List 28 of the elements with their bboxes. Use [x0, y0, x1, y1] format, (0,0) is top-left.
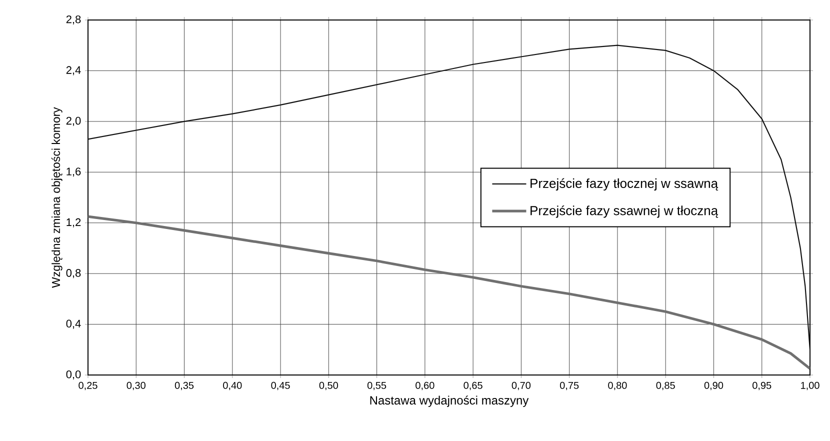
- x-tick-label: 0,95: [752, 382, 772, 390]
- legend-label: Przejście fazy tłocznej w ssawną: [530, 178, 718, 191]
- x-tick-label: 0,40: [223, 382, 242, 390]
- y-tick-label: 2,8: [66, 15, 81, 25]
- legend-label: Przejście fazy ssawnej w tłoczną: [530, 205, 718, 218]
- x-tick-label: 0,55: [367, 382, 386, 390]
- y-axis-title: Względna zmiana objętości komory: [51, 107, 62, 288]
- y-tick-label: 2,0: [66, 116, 81, 126]
- x-tick-label: 0,45: [271, 382, 290, 390]
- y-tick-label: 2,4: [66, 66, 81, 76]
- x-tick-label: 0,25: [78, 382, 98, 390]
- y-tick-label: 0,0: [66, 370, 81, 380]
- y-tick-label: 1,2: [66, 218, 81, 228]
- x-axis-title: Nastawa wydajności maszyny: [370, 396, 529, 407]
- x-tick-label: 0,50: [319, 382, 338, 390]
- x-tick-label: 0,60: [416, 382, 434, 390]
- y-tick-label: 0,8: [66, 269, 81, 278]
- x-tick-label: 0,35: [174, 382, 194, 390]
- x-tick-label: 0,75: [560, 382, 579, 390]
- x-tick-label: 1,00: [801, 382, 820, 390]
- x-tick-label: 0,65: [464, 382, 482, 390]
- x-tick-label: 0,80: [608, 382, 627, 390]
- x-tick-label: 0,85: [656, 382, 675, 390]
- x-tick-label: 0,70: [512, 382, 531, 390]
- y-tick-label: 1,6: [66, 168, 81, 177]
- x-tick-label: 0,30: [126, 382, 146, 390]
- y-tick-label: 0,4: [66, 320, 81, 329]
- x-tick-label: 0,90: [704, 382, 724, 390]
